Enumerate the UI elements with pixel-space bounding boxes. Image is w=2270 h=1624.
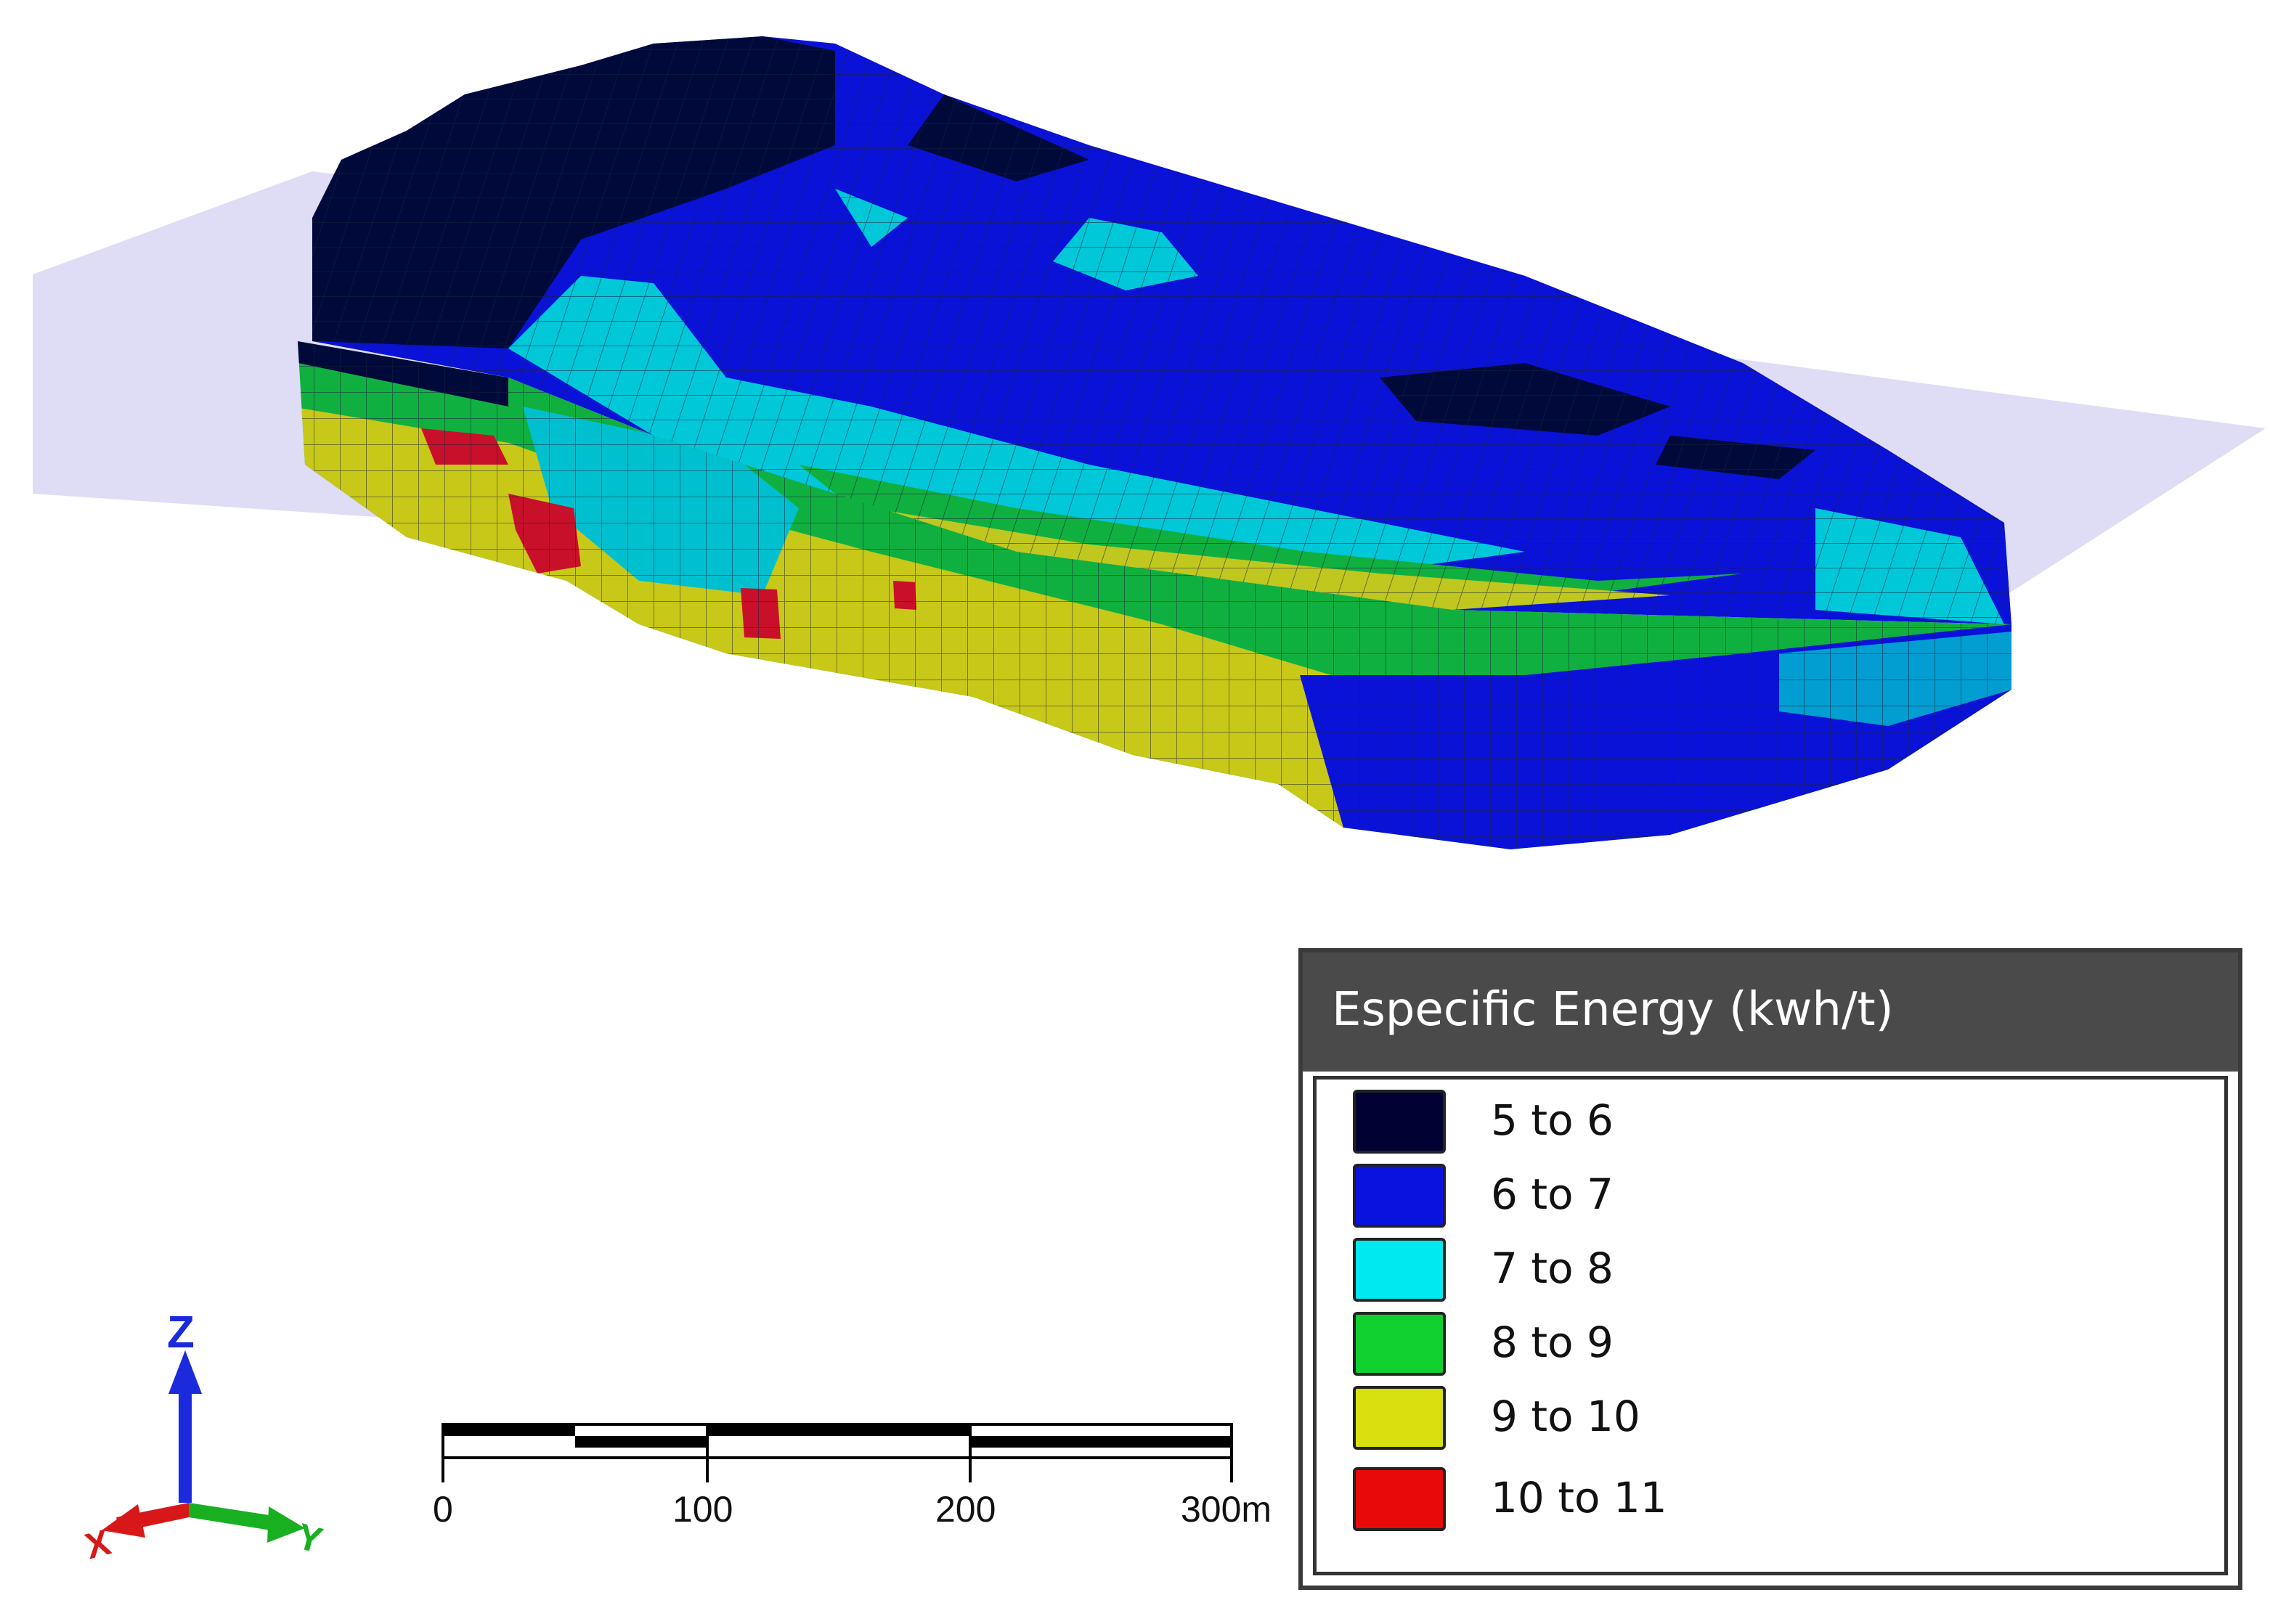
legend-swatch	[1353, 1164, 1446, 1228]
legend-item: 10 to 11	[1353, 1467, 2006, 1537]
legend-swatch	[1353, 1238, 1446, 1302]
block-model-viewport[interactable]	[0, 0, 2270, 900]
scale-tick-100: 100	[672, 1489, 733, 1530]
legend-item-label: 5 to 6	[1491, 1095, 1614, 1145]
legend-swatch	[1353, 1467, 1446, 1531]
z-axis-label: Z	[167, 1307, 195, 1358]
legend-item: 7 to 8	[1353, 1238, 2006, 1307]
legend-item-label: 7 to 8	[1491, 1244, 1614, 1293]
legend-body: 5 to 6 6 to 7 7 to 8 8 to 9 9 to 10 10 t…	[1313, 1076, 2228, 1575]
legend-item-label: 6 to 7	[1491, 1170, 1614, 1219]
legend-panel: Especific Energy (kwh/t) 5 to 6 6 to 7 7…	[1298, 948, 2242, 1590]
legend-swatch	[1353, 1090, 1446, 1154]
legend-item: 8 to 9	[1353, 1312, 2006, 1382]
axis-triad: Z X Y	[73, 1307, 349, 1568]
legend-item: 9 to 10	[1353, 1386, 2006, 1456]
legend-item-label: 10 to 11	[1491, 1473, 1667, 1522]
legend-swatch	[1353, 1312, 1446, 1376]
legend-item-label: 9 to 10	[1491, 1392, 1640, 1441]
axis-triad-icon	[102, 1350, 305, 1543]
legend-item-label: 8 to 9	[1491, 1318, 1614, 1367]
legend-item: 5 to 6	[1353, 1090, 2006, 1159]
scale-bar: 0 100 200 300m	[433, 1416, 1307, 1546]
scale-tick-200: 200	[935, 1489, 996, 1530]
legend-swatch	[1353, 1386, 1446, 1450]
scale-tick-0: 0	[433, 1489, 453, 1530]
legend-title: Especific Energy (kwh/t)	[1332, 983, 1894, 1037]
block-model-svg	[33, 36, 2266, 849]
legend-item: 6 to 7	[1353, 1164, 2006, 1233]
legend-header: Especific Energy (kwh/t)	[1303, 952, 2238, 1072]
scale-bar-graphic	[442, 1423, 1233, 1482]
scale-tick-300m: 300m	[1181, 1489, 1272, 1530]
